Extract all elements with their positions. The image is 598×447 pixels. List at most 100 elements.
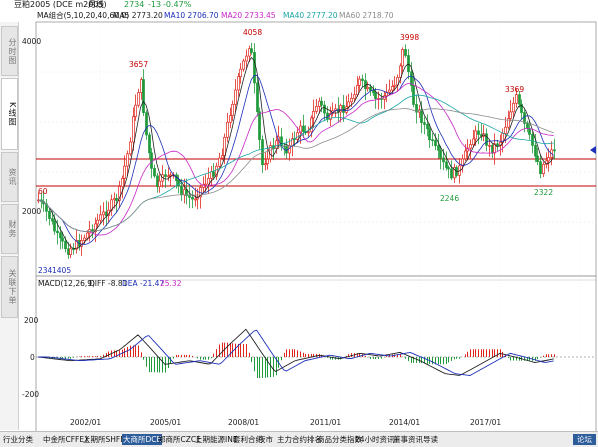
candle-body <box>391 86 394 91</box>
period-label[interactable]: 月线 <box>88 0 104 9</box>
tab-industry[interactable]: 行业分类 <box>3 435 33 444</box>
candle-body <box>56 230 59 234</box>
candle-body <box>310 117 313 133</box>
forum-button[interactable]: 论坛 <box>573 434 596 445</box>
candle-body <box>450 168 453 179</box>
candle-body <box>302 125 305 132</box>
candle-body <box>59 232 62 239</box>
candle-body <box>434 139 437 147</box>
candle-body <box>115 198 118 201</box>
tab-spread[interactable]: 套利合约 <box>233 435 263 444</box>
candle-body <box>329 113 332 120</box>
candle-body <box>347 101 350 108</box>
candle-body <box>234 89 237 105</box>
candle-body <box>148 134 151 154</box>
candle-body <box>447 167 450 170</box>
tab-finance[interactable]: 财务 <box>1 204 18 254</box>
tab-shfe[interactable]: 上期所SHFE <box>83 435 125 444</box>
candle-body <box>464 150 467 160</box>
candle-body <box>253 52 256 84</box>
tab-kline[interactable]: K线图 <box>1 78 18 150</box>
x-tick-2017: 2017/01 <box>470 418 502 427</box>
candle-body <box>553 149 556 152</box>
macd-histogram <box>41 342 555 379</box>
candle-body <box>53 220 56 232</box>
candle-body <box>488 144 491 147</box>
candle-body <box>207 177 210 185</box>
candle-body <box>164 174 167 177</box>
candle-body <box>118 186 121 201</box>
macd-lines <box>37 328 554 376</box>
candle-body <box>137 92 140 106</box>
tab-intraday[interactable]: 分时图 <box>1 26 18 76</box>
candle-body <box>258 111 261 140</box>
candle-body <box>142 79 145 114</box>
candle-body <box>437 145 440 151</box>
candle-body <box>407 55 410 73</box>
annot-low-2001: 1405 <box>52 266 72 275</box>
candle-body <box>520 103 523 113</box>
tab-czce[interactable]: 郑商所CZCE <box>158 435 201 444</box>
ma-legend-label[interactable]: MA组合(5,10,20,40,60,0) <box>37 11 130 20</box>
candle-body <box>320 100 323 106</box>
ma20-value: MA20 2733.45 <box>221 11 276 20</box>
candle-body <box>245 55 248 62</box>
tab-dce[interactable]: 大商所DCE <box>122 434 163 445</box>
candle-body <box>45 203 48 212</box>
candle-body <box>528 128 531 135</box>
market-tab-bar: 行业分类 中金所CFFEX 上期所SHFE 大商所DCE 郑商所CZCE 上期能… <box>0 431 598 447</box>
tab-digest[interactable]: 董事资讯导读 <box>393 435 438 444</box>
candle-body <box>158 180 161 187</box>
candle-body <box>426 124 429 130</box>
x-tick-2014: 2014/01 <box>389 418 421 427</box>
candle-body <box>94 223 97 233</box>
ma40-line <box>37 94 554 232</box>
candle-body <box>123 165 126 179</box>
candle-body <box>547 157 550 162</box>
candle-body <box>415 104 418 113</box>
tab-commodity-index[interactable]: 商品分类指数 <box>317 435 362 444</box>
macd-tick-200: 200 <box>24 316 39 325</box>
x-tick-2002: 2002/01 <box>70 418 102 427</box>
candle-body <box>153 167 156 177</box>
tab-ine[interactable]: 上期能源INE <box>195 435 238 444</box>
candle-body <box>129 141 132 155</box>
tab-cffex[interactable]: 中金所CFFEX <box>43 435 90 444</box>
price-change-pct: -0.47% <box>163 0 192 9</box>
tab-night[interactable]: 夜市 <box>258 435 273 444</box>
candle-body <box>472 138 475 145</box>
current-price-marker <box>590 146 596 154</box>
annot-left-60: 60 <box>38 187 48 196</box>
candle-body <box>477 130 480 135</box>
candle-body <box>86 232 89 239</box>
annot-low-prefix: 234 <box>38 266 53 275</box>
candle-body <box>177 180 180 187</box>
macd-tick-m200: -200 <box>22 390 40 399</box>
annot-high-2004: 3657 <box>129 60 149 69</box>
candle-body <box>250 48 253 53</box>
candle-body <box>442 157 445 163</box>
tab-news[interactable]: 资讯 <box>1 152 18 202</box>
ma60-value: MA60 2718.70 <box>339 11 394 20</box>
candle-body <box>399 65 402 78</box>
annot-high-2012: 3998 <box>400 33 420 42</box>
candle-body <box>393 84 396 87</box>
tab-main-rank[interactable]: 主力合约排名 <box>277 435 322 444</box>
candle-body <box>212 171 215 177</box>
candle-body <box>134 104 137 117</box>
candle-body <box>239 68 242 77</box>
candle-body <box>256 82 259 113</box>
candle-body <box>169 174 172 177</box>
tab-order[interactable]: 关联下单 <box>1 256 18 318</box>
candle-body <box>61 237 64 242</box>
candle-body <box>512 102 515 113</box>
title-bar: 豆粕2005 (DCE m2005) 月线 2734 -13 -0.47% <box>0 0 598 10</box>
candle-body <box>188 195 191 198</box>
annot-low-2019: 2322 <box>534 188 554 197</box>
tab-24h-news[interactable]: 24小时资讯 <box>355 435 395 444</box>
candle-body <box>126 153 129 167</box>
candle-body <box>221 155 224 159</box>
candle-body <box>266 158 269 164</box>
candle-body <box>445 161 448 168</box>
